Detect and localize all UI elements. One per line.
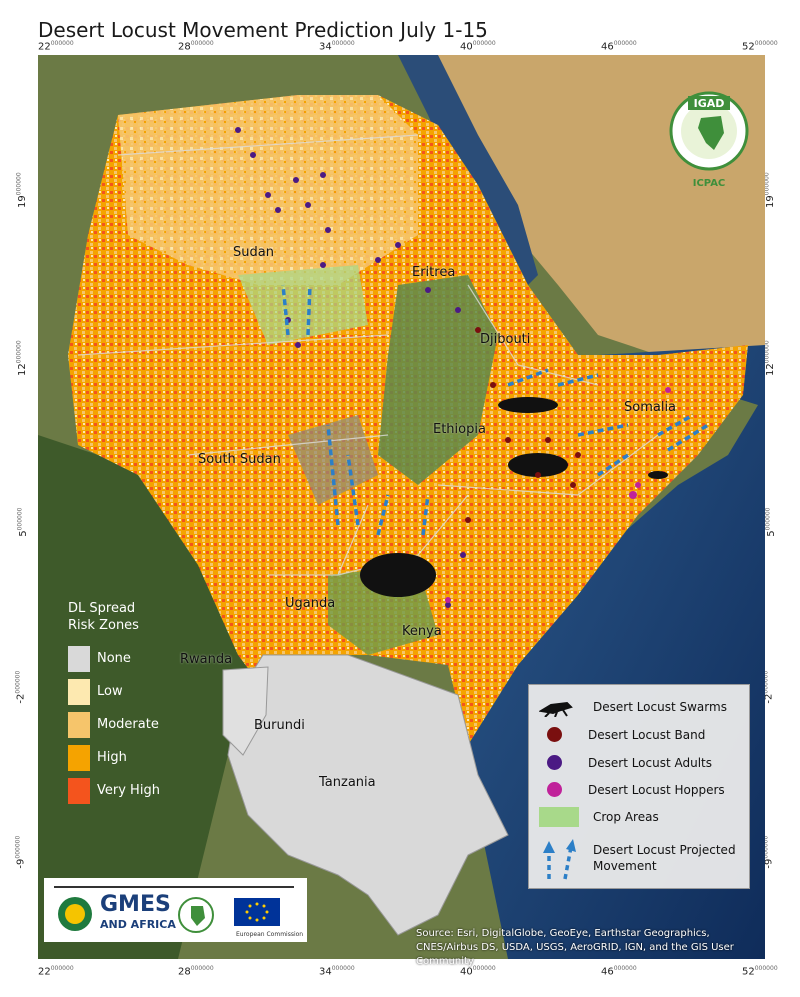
swarm-kenya bbox=[360, 553, 436, 597]
projected-movement-arrows bbox=[281, 284, 709, 536]
locust-swarm-icon bbox=[539, 701, 573, 717]
tanzania-area bbox=[227, 654, 509, 936]
legend-movement: Desert Locust Projected Movement bbox=[539, 835, 736, 881]
label-somalia: Somalia bbox=[624, 400, 677, 415]
label-sudan: Sudan bbox=[233, 245, 274, 260]
swarm-ethiopia-north bbox=[498, 397, 558, 413]
crop-area-west bbox=[238, 265, 368, 345]
icpac-text: ICPAC bbox=[693, 178, 726, 189]
band-points bbox=[465, 327, 581, 523]
swarm-ethiopia-east bbox=[508, 453, 568, 477]
label-burundi: Burundi bbox=[254, 718, 305, 733]
country-borders bbox=[77, 134, 659, 576]
risk-legend-title-1: DL Spread bbox=[68, 601, 136, 616]
tick-left-5: 5000000 bbox=[16, 507, 29, 537]
gmes-subtext: AND AFRICA bbox=[100, 918, 176, 931]
risk-legend-low: Low bbox=[68, 675, 178, 708]
map-title: Desert Locust Movement Prediction July 1… bbox=[38, 18, 488, 42]
ethiopian-highlands bbox=[378, 275, 498, 485]
african-union-emblem bbox=[178, 897, 214, 933]
tick-top-22: 22000000 bbox=[38, 40, 74, 53]
legend-adults: Desert Locust Adults bbox=[539, 755, 712, 770]
igad-logo: IGAD ICPAC bbox=[666, 88, 752, 192]
hopper-points bbox=[445, 387, 671, 603]
adult-points bbox=[235, 127, 466, 608]
gmes-globe-icon bbox=[58, 897, 92, 931]
tick-bottom-40: 40000000 bbox=[460, 965, 496, 978]
legend-crop: Crop Areas bbox=[539, 807, 659, 827]
legend-band: Desert Locust Band bbox=[539, 727, 705, 742]
gmes-text: GMES bbox=[100, 892, 171, 917]
tick-top-46: 46000000 bbox=[601, 40, 637, 53]
risk-zone-legend: DL Spread Risk Zones None Low Moderate H… bbox=[68, 600, 178, 807]
risk-legend-high: High bbox=[68, 741, 178, 774]
tick-right-5: 5000000 bbox=[764, 507, 777, 537]
swarm-somalia bbox=[648, 471, 668, 479]
eu-flag-emblem bbox=[234, 898, 280, 926]
tick-left-19: 19000000 bbox=[15, 172, 28, 208]
tick-bottom-34: 34000000 bbox=[319, 965, 355, 978]
label-rwanda: Rwanda bbox=[180, 652, 233, 667]
risk-legend-very-high: Very High bbox=[68, 774, 178, 807]
swarm-clusters bbox=[360, 397, 668, 597]
point-legend: Desert Locust Swarms Desert Locust Band … bbox=[528, 684, 750, 889]
risk-legend-none: None bbox=[68, 642, 178, 675]
legend-swarms: Desert Locust Swarms bbox=[539, 697, 727, 717]
tick-bottom-52: 52000000 bbox=[742, 965, 778, 978]
igad-text: IGAD bbox=[694, 97, 725, 110]
tick-left-m2: -2000000 bbox=[14, 670, 27, 704]
label-eritrea: Eritrea bbox=[412, 265, 456, 280]
eu-caption: European Commission bbox=[236, 931, 304, 938]
map-canvas[interactable] bbox=[38, 55, 765, 959]
tick-top-34: 34000000 bbox=[319, 40, 355, 53]
label-tanzania: Tanzania bbox=[319, 775, 376, 790]
tick-left-12: 12000000 bbox=[15, 340, 28, 376]
source-attribution: Source: Esri, DigitalGlobe, GeoEye, Eart… bbox=[416, 928, 734, 967]
tick-top-52: 52000000 bbox=[742, 40, 778, 53]
tick-right-12: 12000000 bbox=[763, 340, 776, 376]
tick-bottom-46: 46000000 bbox=[601, 965, 637, 978]
movement-arrow-icon bbox=[543, 839, 576, 880]
tick-bottom-28: 28000000 bbox=[178, 965, 214, 978]
legend-hoppers: Desert Locust Hoppers bbox=[539, 782, 725, 797]
tick-bottom-22: 22000000 bbox=[38, 965, 74, 978]
tick-left-m9: -9000000 bbox=[14, 835, 27, 869]
tick-right-19: 19000000 bbox=[763, 172, 776, 208]
label-uganda: Uganda bbox=[285, 596, 336, 611]
label-kenya: Kenya bbox=[402, 624, 442, 639]
tick-top-28: 28000000 bbox=[178, 40, 214, 53]
sudan-low-risk bbox=[118, 95, 418, 285]
label-south-sudan: South Sudan bbox=[198, 452, 281, 467]
partner-logos: GMES AND AFRICA European Commission bbox=[44, 878, 307, 942]
tick-top-40: 40000000 bbox=[460, 40, 496, 53]
burundi-area bbox=[222, 666, 269, 756]
label-djibouti: Djibouti bbox=[480, 332, 531, 347]
risk-legend-moderate: Moderate bbox=[68, 708, 178, 741]
risk-legend-title-2: Risk Zones bbox=[68, 618, 139, 633]
label-ethiopia: Ethiopia bbox=[433, 422, 486, 437]
